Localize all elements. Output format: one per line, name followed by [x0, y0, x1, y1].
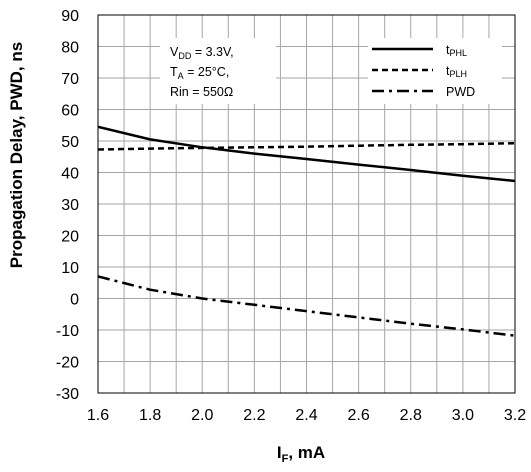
legend-label-pwd: PWD [446, 85, 475, 99]
x-tick-label: 2.0 [191, 407, 213, 424]
series-line-pwd [97, 275, 516, 337]
series-line-tphl [97, 125, 516, 183]
x-tick-label: 2.6 [348, 407, 370, 424]
legend-label-tphl: tPHL [446, 43, 467, 58]
y-tick-label: 80 [61, 40, 79, 57]
y-tick-label: 60 [61, 103, 79, 120]
y-tick-label: 30 [61, 197, 79, 214]
condition-ta: TA = 25°C, [170, 65, 229, 81]
y-tick-label: 20 [61, 229, 79, 246]
y-tick-labels: 90 80 70 60 50 40 30 20 10 0 -10 -20 -30 [56, 8, 79, 403]
x-tick-label: 2.2 [243, 407, 265, 424]
x-tick-label: 1.6 [87, 407, 109, 424]
x-axis-title: IF, mA [277, 443, 325, 465]
x-axis-title-main: I [277, 443, 282, 462]
y-tick-label: 90 [61, 8, 79, 25]
conditions-box [160, 38, 276, 104]
x-axis-title-sub: F [282, 453, 289, 465]
series-lines [97, 125, 516, 337]
x-tick-label: 3.0 [452, 407, 474, 424]
x-tick-label: 1.8 [139, 407, 161, 424]
y-tick-label: 10 [61, 260, 79, 277]
plot-frame [97, 14, 516, 394]
y-tick-label: -20 [56, 355, 79, 372]
legend-label-tplh: tPLH [446, 64, 467, 79]
conditions-annotation: VDD = 3.3V, TA = 25°C, Rin = 550Ω [160, 38, 276, 104]
y-tick-label: 0 [70, 292, 79, 309]
condition-rin: Rin = 550Ω [170, 85, 233, 99]
x-tick-label: 2.4 [295, 407, 317, 424]
x-tick-label: 2.8 [400, 407, 422, 424]
y-tick-label: 40 [61, 166, 79, 183]
x-tick-label: 3.2 [504, 407, 526, 424]
x-axis-title-unit: , mA [288, 443, 325, 462]
condition-vdd: VDD = 3.3V, [170, 45, 234, 61]
y-tick-label: -10 [56, 323, 79, 340]
y-tick-label: 50 [61, 134, 79, 151]
x-tick-labels: 1.6 1.8 2.0 2.2 2.4 2.6 2.8 3.0 3.2 [87, 407, 526, 424]
y-tick-label: 70 [61, 71, 79, 88]
y-axis-title: Propagation Delay, PWD, ns [7, 42, 26, 268]
y-tick-label: -30 [56, 386, 79, 403]
legend: tPHL tPLH PWD [368, 38, 502, 104]
